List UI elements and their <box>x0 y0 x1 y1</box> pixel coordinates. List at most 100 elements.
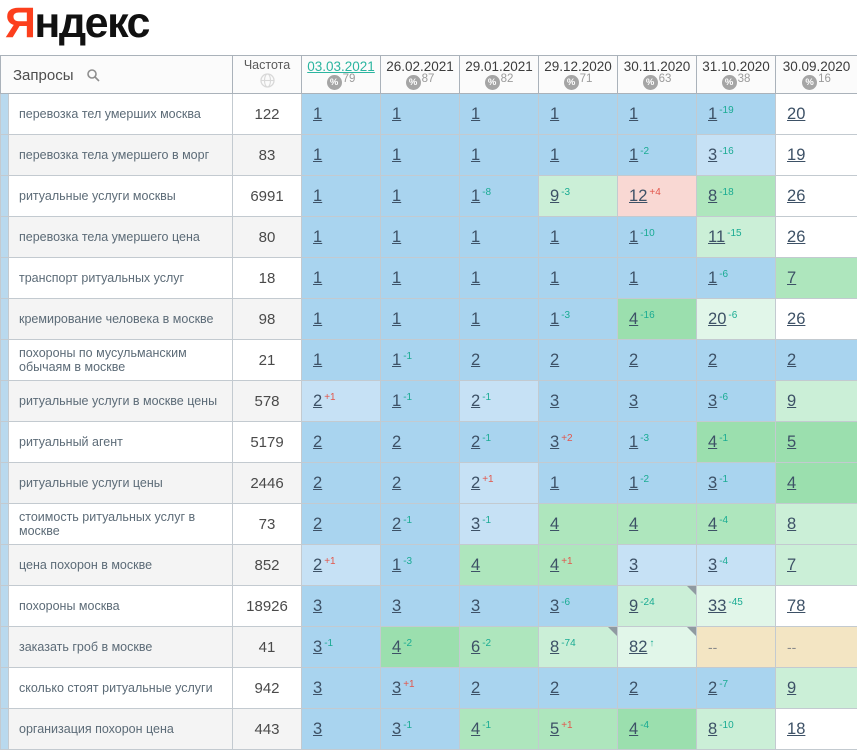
position-link[interactable]: 1 <box>629 104 639 123</box>
position-link[interactable]: 2 <box>471 350 481 369</box>
row-marker-strip[interactable] <box>0 134 9 176</box>
position-link[interactable]: 3 <box>708 555 718 574</box>
position-link[interactable]: 1 <box>313 145 323 164</box>
position-link[interactable]: 2 <box>313 391 323 410</box>
position-link[interactable]: 3 <box>392 596 402 615</box>
position-link[interactable]: 1 <box>629 145 639 164</box>
position-link[interactable]: 8 <box>708 719 718 738</box>
position-link[interactable]: 2 <box>471 432 481 451</box>
position-link[interactable]: 3 <box>708 145 718 164</box>
position-link[interactable]: 4 <box>471 719 481 738</box>
position-link[interactable]: 1 <box>392 309 402 328</box>
position-link[interactable]: 4 <box>708 432 718 451</box>
position-link[interactable]: 3 <box>708 391 718 410</box>
position-link[interactable]: 2 <box>392 514 402 533</box>
position-link[interactable]: 3 <box>313 719 323 738</box>
active-date-link[interactable]: 03.03.2021 <box>307 59 375 74</box>
position-link[interactable]: 3 <box>550 432 560 451</box>
position-link[interactable]: 1 <box>550 145 560 164</box>
position-link[interactable]: 2 <box>471 678 481 697</box>
position-link[interactable]: 1 <box>550 104 560 123</box>
position-link[interactable]: 1 <box>313 268 323 287</box>
position-link[interactable]: 9 <box>629 596 639 615</box>
position-link[interactable]: 11 <box>708 227 726 246</box>
position-link[interactable]: 2 <box>550 678 560 697</box>
position-link[interactable]: 3 <box>550 596 560 615</box>
row-marker-strip[interactable] <box>0 544 9 586</box>
position-link[interactable]: 1 <box>550 309 560 328</box>
position-link[interactable]: 1 <box>629 432 639 451</box>
date-label[interactable]: 29.01.2021 <box>465 59 533 74</box>
row-marker-strip[interactable] <box>0 626 9 668</box>
position-link[interactable]: 5 <box>550 719 560 738</box>
position-link[interactable]: 1 <box>313 350 323 369</box>
position-link[interactable]: 1 <box>471 145 481 164</box>
position-link[interactable]: 1 <box>313 186 323 205</box>
position-link[interactable]: 2 <box>313 514 323 533</box>
position-link[interactable]: 7 <box>787 555 797 574</box>
position-link[interactable]: 6 <box>471 637 481 656</box>
position-link[interactable]: 1 <box>392 391 402 410</box>
position-link[interactable]: 18 <box>787 719 806 738</box>
position-link[interactable]: 9 <box>787 391 797 410</box>
date-label[interactable]: 29.12.2020 <box>544 59 612 74</box>
position-link[interactable]: 1 <box>708 104 718 123</box>
row-marker-strip[interactable] <box>0 585 9 627</box>
position-link[interactable]: 3 <box>550 391 560 410</box>
position-link[interactable]: 1 <box>392 227 402 246</box>
position-link[interactable]: 3 <box>313 596 323 615</box>
position-link[interactable]: 78 <box>787 596 806 615</box>
position-link[interactable]: 20 <box>708 309 727 328</box>
position-link[interactable]: 1 <box>471 104 481 123</box>
position-link[interactable]: 1 <box>550 473 560 492</box>
position-link[interactable]: 1 <box>313 104 323 123</box>
position-link[interactable]: 1 <box>471 227 481 246</box>
position-link[interactable]: 4 <box>392 637 402 656</box>
position-link[interactable]: 1 <box>392 555 402 574</box>
position-link[interactable]: 1 <box>392 186 402 205</box>
row-marker-strip[interactable] <box>0 667 9 709</box>
row-marker-strip[interactable] <box>0 708 9 750</box>
position-link[interactable]: 8 <box>708 186 718 205</box>
position-link[interactable]: 2 <box>629 678 639 697</box>
position-link[interactable]: 20 <box>787 104 806 123</box>
position-link[interactable]: 4 <box>550 514 560 533</box>
row-marker-strip[interactable] <box>0 216 9 258</box>
position-link[interactable]: 2 <box>392 473 402 492</box>
position-link[interactable]: 1 <box>550 227 560 246</box>
row-marker-strip[interactable] <box>0 380 9 422</box>
date-label[interactable]: 31.10.2020 <box>702 59 770 74</box>
position-link[interactable]: 26 <box>787 309 806 328</box>
position-link[interactable]: 3 <box>629 391 639 410</box>
position-link[interactable]: 3 <box>471 514 481 533</box>
position-link[interactable]: 1 <box>629 227 639 246</box>
position-link[interactable]: 4 <box>471 555 481 574</box>
position-link[interactable]: 3 <box>392 719 402 738</box>
row-marker-strip[interactable] <box>0 298 9 340</box>
position-link[interactable]: 3 <box>313 637 323 656</box>
position-link[interactable]: 2 <box>708 678 718 697</box>
position-link[interactable]: 1 <box>313 227 323 246</box>
position-link[interactable]: 1 <box>392 268 402 287</box>
position-link[interactable]: 3 <box>629 555 639 574</box>
row-marker-strip[interactable] <box>0 257 9 299</box>
position-link[interactable]: 1 <box>471 186 481 205</box>
position-link[interactable]: 3 <box>471 596 481 615</box>
search-icon[interactable] <box>86 68 100 86</box>
position-link[interactable]: 1 <box>708 268 718 287</box>
date-label[interactable]: 30.09.2020 <box>782 59 851 74</box>
position-link[interactable]: 1 <box>392 350 402 369</box>
row-marker-strip[interactable] <box>0 421 9 463</box>
position-link[interactable]: 2 <box>708 350 718 369</box>
position-link[interactable]: 1 <box>471 309 481 328</box>
position-link[interactable]: 5 <box>787 432 797 451</box>
position-link[interactable]: 3 <box>708 473 718 492</box>
date-label[interactable]: 30.11.2020 <box>623 59 691 74</box>
position-link[interactable]: 33 <box>708 596 727 615</box>
position-link[interactable]: 26 <box>787 227 806 246</box>
position-link[interactable]: 3 <box>392 678 402 697</box>
position-link[interactable]: 1 <box>471 268 481 287</box>
position-link[interactable]: 1 <box>313 309 323 328</box>
row-marker-strip[interactable] <box>0 93 9 135</box>
position-link[interactable]: 26 <box>787 186 806 205</box>
